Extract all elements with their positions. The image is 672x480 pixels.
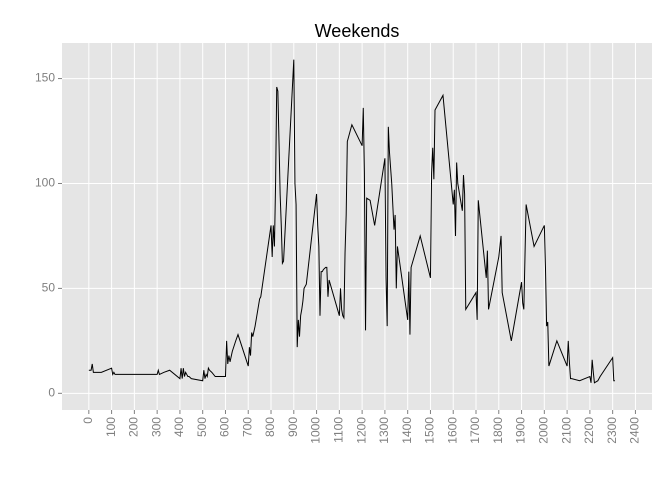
chart-title: Weekends: [315, 21, 400, 41]
panel: [62, 43, 652, 410]
x-tick-label: 700: [240, 417, 254, 437]
x-tick-label: 1200: [354, 417, 368, 444]
x-tick-label: 2000: [537, 417, 551, 444]
x-tick-label: 2200: [582, 417, 596, 444]
line: [88, 59, 615, 384]
x-tick-label: 900: [286, 417, 300, 437]
x-tick-label: 1400: [400, 417, 414, 444]
x-tick-label: 1700: [468, 417, 482, 444]
x-tick-label: 200: [127, 417, 141, 437]
x-tick-label: 1800: [491, 417, 505, 444]
y-tick-label: 0: [48, 385, 55, 399]
x-tick-label: 2400: [628, 417, 642, 444]
x-tick-label: 1300: [377, 417, 391, 444]
y-tick-label: 50: [42, 281, 56, 295]
x-tick-label: 500: [195, 417, 209, 437]
y-tick-label: 100: [35, 176, 55, 190]
x-tick-label: 800: [263, 417, 277, 437]
x-tick-label: 1000: [309, 417, 323, 444]
x-tick-label: 600: [218, 417, 232, 437]
x-tick-label: 0: [81, 417, 95, 424]
x-tick-label: 1100: [332, 417, 346, 443]
x-tick-label: 2300: [605, 417, 619, 444]
x-tick-label: 1900: [514, 417, 528, 444]
x-tick-label: 1600: [445, 417, 459, 444]
x-tick-label: 400: [172, 417, 186, 437]
y-tick-label: 150: [35, 71, 55, 85]
x-tick-label: 2100: [559, 417, 573, 444]
x-tick-label: 100: [104, 417, 118, 437]
x-tick-label: 300: [149, 417, 163, 437]
x-tick-label: 1500: [423, 417, 437, 444]
